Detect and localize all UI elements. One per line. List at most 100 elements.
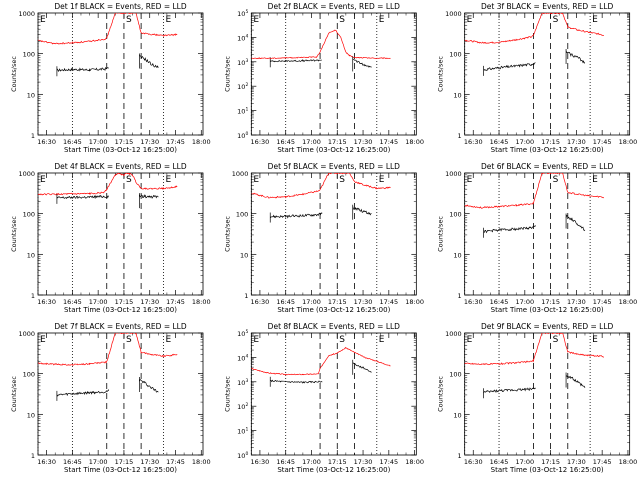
y-tick-label: 103 [237, 58, 248, 67]
x-tick-label: 17:30 [567, 138, 586, 146]
x-axis-label: Start Time (03-Oct-12 16:25:00) [277, 146, 390, 154]
y-tick-label: 100 [23, 51, 35, 59]
x-tick-label: 18:00 [192, 298, 211, 306]
time-marker-label: E [165, 335, 171, 345]
x-tick-label: 17:00 [89, 298, 108, 306]
y-tick-label: 1000 [18, 170, 35, 178]
chart-title: Det 6f BLACK = Events, RED = LLD [481, 162, 614, 171]
y-tick-label: 10 [453, 411, 461, 419]
chart-panel: Det 3f BLACK = Events, RED = LLD 1 10 100 10… [437, 2, 638, 154]
x-tick-label: 17:15 [541, 298, 560, 306]
y-axis-label: Counts/sec [437, 216, 445, 252]
y-tick-label: 1000 [445, 10, 462, 18]
chart-title: Det 5f BLACK = Events, RED = LLD [268, 162, 401, 171]
x-tick-label: 17:30 [354, 298, 373, 306]
lld-series-line [464, 333, 605, 366]
x-tick-label: 18:00 [405, 138, 424, 146]
x-tick-label: 17:45 [166, 298, 185, 306]
time-marker-label: S [339, 335, 345, 345]
y-tick-label: 100 [237, 131, 248, 140]
y-tick-label: 1 [31, 132, 35, 140]
x-tick-label: 17:30 [140, 138, 159, 146]
time-marker-label: S [553, 335, 559, 345]
lld-series-line [38, 173, 178, 196]
x-tick-label: 17:45 [593, 298, 612, 306]
time-marker-label: E [40, 175, 46, 185]
chart-panel: Det 8f BLACK = Events, RED = LLD 100 101 10… [223, 322, 424, 474]
x-tick-label: 17:45 [593, 458, 612, 466]
x-tick-label: 16:45 [63, 458, 82, 466]
time-marker-label: E [379, 175, 385, 185]
x-tick-label: 17:00 [89, 458, 108, 466]
plot-frame [250, 172, 417, 296]
plot-frame [250, 12, 417, 136]
y-tick-label: 1 [458, 132, 462, 140]
x-tick-label: 17:15 [328, 138, 347, 146]
events-series-line-after [352, 58, 372, 68]
x-tick-label: 18:00 [619, 458, 638, 466]
x-tick-label: 17:15 [541, 458, 560, 466]
time-marker-label: S [126, 175, 132, 185]
chart-title: Det 8f BLACK = Events, RED = LLD [268, 322, 401, 331]
x-tick-label: 17:30 [140, 298, 159, 306]
chart-panel: Det 5f BLACK = Events, RED = LLD 1 10 100 10… [223, 162, 424, 314]
time-marker-label: E [253, 15, 259, 25]
x-tick-label: 16:45 [276, 458, 295, 466]
time-marker-label: E [379, 15, 385, 25]
time-marker-label: E [379, 335, 385, 345]
x-axis-label: Start Time (03-Oct-12 16:25:00) [64, 466, 177, 474]
x-tick-label: 17:00 [89, 138, 108, 146]
x-tick-label: 16:30 [464, 458, 483, 466]
time-marker-label: E [40, 335, 46, 345]
x-tick-label: 16:30 [251, 298, 270, 306]
time-marker-label: S [126, 335, 132, 345]
time-marker-label: S [339, 175, 345, 185]
x-axis-label: Start Time (03-Oct-12 16:25:00) [277, 466, 390, 474]
x-tick-label: 17:15 [115, 138, 134, 146]
chart-panel: Det 4f BLACK = Events, RED = LLD 1 10 100 10… [10, 162, 211, 314]
chart-title: Det 4f BLACK = Events, RED = LLD [54, 162, 187, 171]
y-tick-label: 102 [237, 402, 248, 411]
time-marker-label: E [165, 15, 171, 25]
events-series-line [483, 387, 536, 394]
x-tick-label: 18:00 [405, 298, 424, 306]
y-tick-label: 1 [244, 292, 248, 300]
time-marker-label: S [339, 15, 345, 25]
x-tick-label: 17:45 [379, 138, 398, 146]
x-tick-label: 16:45 [490, 298, 509, 306]
x-tick-label: 17:00 [515, 298, 534, 306]
x-axis-label: Start Time (03-Oct-12 16:25:00) [491, 306, 604, 314]
x-tick-label: 16:30 [37, 458, 56, 466]
x-tick-label: 16:45 [490, 138, 509, 146]
x-tick-label: 16:30 [37, 298, 56, 306]
events-series-line [483, 62, 536, 71]
y-tick-label: 100 [449, 211, 461, 219]
y-tick-label: 1000 [18, 330, 35, 338]
y-tick-label: 100 [23, 371, 35, 379]
x-tick-label: 17:30 [354, 458, 373, 466]
chart-panel: Det 6f BLACK = Events, RED = LLD 1 10 100 10… [437, 162, 638, 314]
x-tick-label: 17:45 [379, 458, 398, 466]
y-tick-label: 100 [23, 211, 35, 219]
chart-title: Det 1f BLACK = Events, RED = LLD [54, 2, 187, 11]
time-marker-label: E [253, 175, 259, 185]
events-series-line-after [565, 50, 586, 64]
y-tick-label: 1 [458, 292, 462, 300]
y-tick-label: 10 [240, 251, 248, 259]
x-axis-label: Start Time (03-Oct-12 16:25:00) [491, 466, 604, 474]
lld-series-line [464, 173, 604, 209]
time-marker-label: E [467, 335, 473, 345]
time-marker-label: E [592, 335, 598, 345]
time-marker-label: E [40, 15, 46, 25]
y-tick-label: 101 [237, 107, 248, 116]
events-series-line-after [352, 206, 372, 216]
x-tick-label: 17:30 [567, 298, 586, 306]
y-axis-label: Counts/sec [437, 376, 445, 412]
events-series-line [56, 66, 109, 73]
x-tick-label: 17:45 [166, 458, 185, 466]
y-axis-label: Counts/sec [223, 216, 231, 252]
y-tick-label: 102 [237, 82, 248, 91]
x-tick-label: 18:00 [619, 298, 638, 306]
x-axis-label: Start Time (03-Oct-12 16:25:00) [491, 146, 604, 154]
plot-frame [464, 332, 631, 456]
